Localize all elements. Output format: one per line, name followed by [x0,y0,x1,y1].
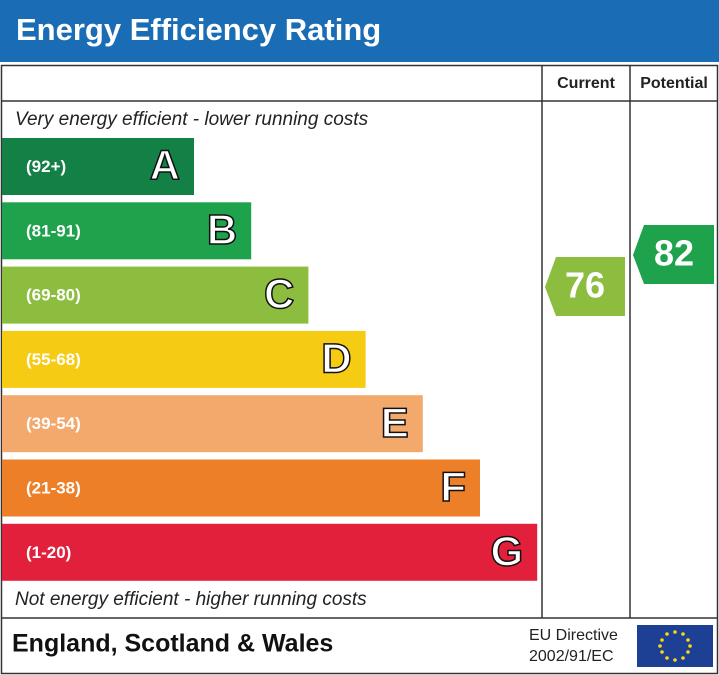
potential-value: 82 [654,233,694,274]
bands: (92+) A (81-91) B (69-80) C (55-68) D (39-54) E (2… [2,138,538,581]
band-range: (92+) [26,157,66,176]
band-bar [2,202,252,260]
band-range: (1-20) [26,543,71,562]
band-letter: E [381,399,409,446]
band-bar [2,330,366,388]
column-header: Current [557,75,615,92]
title-bar [0,0,719,62]
band-range: (81-91) [26,221,81,240]
eu-stars [658,630,692,662]
band-letter: B [207,206,237,253]
band-range: (21-38) [26,478,81,497]
band-bar [2,138,194,195]
band-bar [2,459,480,517]
band-bar [2,395,423,453]
band-letter: D [321,334,351,381]
current-value: 76 [565,265,605,306]
title: Energy Efficiency Rating [16,12,381,47]
band-bar [2,523,538,581]
band-letter: A [150,142,180,189]
directive: EU Directive [529,627,618,644]
footer-region: England, Scotland & Wales [12,630,333,658]
band-bar [2,266,309,324]
band-letter: G [491,527,524,574]
band-letter: C [264,270,294,317]
band-range: (39-54) [26,414,81,433]
band-range: (55-68) [26,350,81,369]
band-range: (69-80) [26,286,81,305]
current-arrow [545,257,625,316]
directive: 2002/91/EC [529,648,614,665]
column-header: Potential [640,75,708,92]
band-letter: F [440,463,466,510]
bottom-note: Not energy efficient - higher running co… [15,589,367,610]
top-note: Very energy efficient - lower running co… [15,109,369,130]
potential-arrow [633,225,714,284]
